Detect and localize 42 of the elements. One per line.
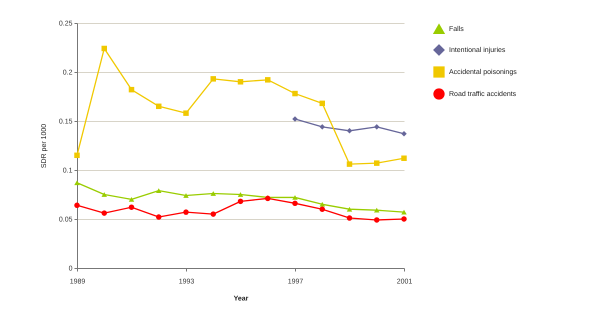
point	[401, 210, 407, 215]
point	[401, 156, 407, 161]
point	[74, 202, 80, 208]
point	[183, 110, 189, 116]
point	[374, 208, 380, 213]
point	[346, 206, 352, 212]
point	[374, 217, 380, 223]
point	[346, 161, 352, 167]
point	[238, 192, 244, 197]
point	[128, 197, 134, 202]
point	[156, 188, 162, 193]
point	[401, 131, 407, 136]
point	[292, 116, 298, 122]
point	[320, 202, 325, 207]
point	[292, 195, 298, 200]
point	[238, 79, 244, 85]
point	[320, 124, 325, 130]
point	[74, 180, 80, 186]
point	[374, 160, 380, 166]
point	[183, 209, 189, 215]
point	[210, 211, 216, 217]
point	[401, 216, 407, 222]
point	[128, 204, 134, 210]
point	[102, 46, 107, 52]
point	[292, 90, 298, 96]
point	[265, 77, 270, 83]
point	[238, 198, 244, 204]
point	[156, 104, 162, 110]
point	[74, 152, 80, 158]
point	[102, 210, 107, 216]
point	[320, 206, 325, 212]
point	[292, 200, 298, 206]
point	[128, 86, 134, 92]
point	[346, 215, 352, 221]
point	[102, 192, 107, 197]
point	[210, 191, 216, 196]
point	[210, 76, 216, 82]
point	[320, 100, 325, 106]
point	[183, 193, 189, 198]
point	[374, 124, 380, 130]
point	[346, 128, 352, 134]
point	[156, 214, 162, 220]
